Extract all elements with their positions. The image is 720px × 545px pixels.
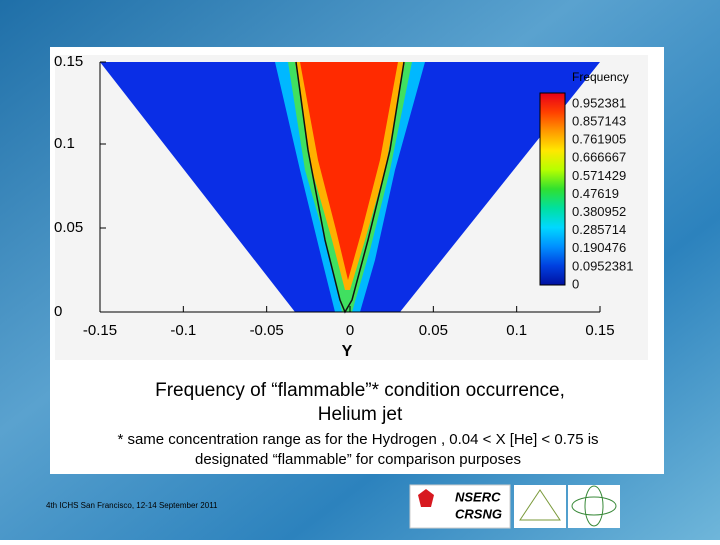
x-tick-label: -0.15: [83, 322, 117, 339]
y-tick-label: 0.05: [54, 219, 83, 236]
legend-label: 0.761905: [572, 132, 626, 147]
legend-label: 0.380952: [572, 204, 626, 219]
y-tick-label: 0.15: [54, 53, 83, 70]
logo-shape: [519, 489, 561, 521]
x-tick-label: 0: [346, 322, 354, 339]
legend-label: 0.190476: [572, 240, 626, 255]
logo-text: NSERC: [455, 489, 501, 504]
logos: NSERC CRSNG: [409, 484, 620, 529]
footer-text: 4th ICHS San Francisco, 12-14 September …: [46, 501, 218, 510]
legend-label: 0.47619: [572, 186, 619, 201]
plume-red: [300, 62, 398, 280]
color-bar: [539, 92, 566, 286]
legend-label: 0.0952381: [572, 258, 633, 273]
logo-h2can: [514, 485, 566, 528]
legend-label: 0.285714: [572, 222, 626, 237]
x-axis-label: Y: [342, 343, 353, 360]
x-tick-label: -0.1: [170, 322, 196, 339]
logo-orbit: [584, 485, 604, 527]
caption-note: * same concentration range as for the Hy…: [117, 431, 598, 448]
x-tick-label: 0.15: [585, 322, 614, 339]
logo-text: CRSNG: [455, 506, 502, 521]
caption-line: Frequency of “flammable”* condition occu…: [155, 380, 565, 401]
maple-leaf: [418, 489, 434, 507]
y-tick-label: 0: [54, 303, 62, 320]
legend-title: Frequency: [572, 70, 629, 84]
x-tick-label: 0.05: [419, 322, 448, 339]
caption-line: Helium jet: [318, 404, 403, 425]
x-tick-label: 0.1: [506, 322, 527, 339]
caption-note: designated “flammable” for comparison pu…: [195, 451, 521, 468]
logo-orbit: [571, 496, 617, 516]
contour-plot: [99, 61, 600, 314]
legend-label: 0.857143: [572, 114, 626, 129]
y-tick-label: 0.1: [54, 135, 75, 152]
x-tick-label: -0.05: [250, 322, 284, 339]
logo-irh: [568, 485, 620, 528]
axis-labels: 0 0.05 0.1 0.15 -0.15 -0.1 -0.05 0 0.05 0.1 0.15 0.…: [54, 53, 633, 339]
legend-label: 0.952381: [572, 95, 626, 110]
legend-label: 0: [572, 276, 579, 291]
legend-label: 0.666667: [572, 150, 626, 165]
legend-label: 0.571429: [572, 168, 626, 183]
